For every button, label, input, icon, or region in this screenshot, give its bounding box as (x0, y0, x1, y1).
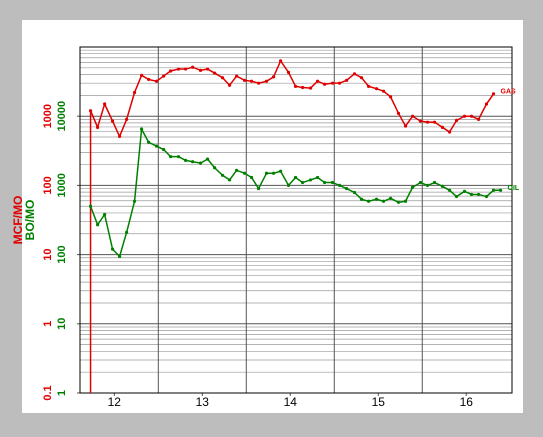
series-label: GAS (501, 89, 517, 96)
x-tick-label: 14 (284, 395, 298, 409)
y2-tick-label: 10 (42, 248, 54, 260)
y2-tick-label: 1 (42, 321, 54, 327)
series-line (89, 126, 501, 258)
y-tick-label: 100 (56, 245, 68, 263)
x-tick-label: 12 (108, 395, 122, 409)
x-tick-label: 13 (196, 395, 210, 409)
plot-frame (79, 46, 513, 394)
x-tick-label: 15 (372, 395, 386, 409)
series-label: OIL (508, 185, 520, 192)
y-tick-label: 10000 (56, 101, 68, 132)
y-axis-title: BO/MO (23, 200, 37, 241)
y-tick-label: 1 (56, 390, 68, 396)
y2-axis-title: MCF/MO (11, 196, 25, 245)
chart-panel (22, 20, 523, 413)
x-tick-label: 16 (460, 395, 474, 409)
y2-tick-label: 0.1 (42, 385, 54, 400)
y-tick-label: 10 (56, 318, 68, 330)
y2-tick-label: 1000 (42, 104, 54, 128)
series-line (89, 59, 495, 139)
y2-tick-label: 100 (42, 176, 54, 194)
y-tick-label: 1000 (56, 173, 68, 197)
